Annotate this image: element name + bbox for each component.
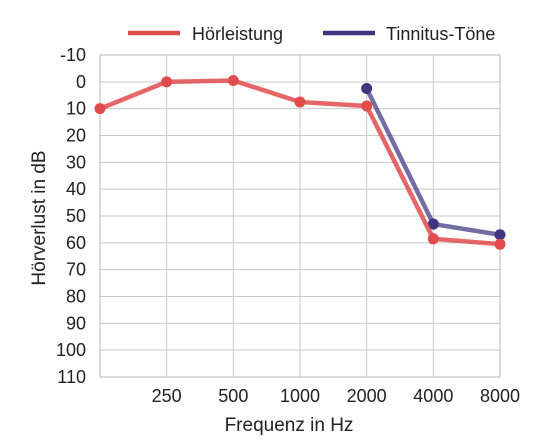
y-tick-label: 30: [66, 152, 86, 172]
x-tick-label: 250: [152, 386, 182, 406]
y-tick-label: 40: [66, 179, 86, 199]
x-tick-label: 1000: [280, 386, 320, 406]
x-tick-label: 4000: [413, 386, 453, 406]
series-layer: [94, 74, 506, 250]
data-point: [427, 233, 439, 245]
y-tick-label: 0: [76, 72, 86, 92]
y-axis-label: Hörverlust in dB: [29, 150, 50, 285]
x-axis-ticks: 250 500 1000 2000 4000 8000: [152, 386, 520, 406]
data-point: [227, 74, 239, 86]
x-tick-label: 2000: [347, 386, 387, 406]
series-1: [361, 83, 506, 241]
data-point: [294, 96, 306, 108]
plot-border: [99, 54, 501, 378]
y-tick-label: 80: [66, 287, 86, 307]
y-tick-label: 20: [66, 126, 86, 146]
data-point: [361, 100, 373, 112]
data-point: [361, 83, 373, 95]
y-tick-label: 100: [56, 340, 86, 360]
y-tick-label: 70: [66, 260, 86, 280]
legend-label: Tinnitus-Töne: [386, 24, 495, 44]
data-point: [494, 229, 506, 241]
series-0: [94, 74, 506, 250]
y-tick-label: 50: [66, 206, 86, 226]
grid: [99, 54, 501, 378]
y-tick-label: 110: [57, 367, 86, 387]
y-tick-label: 60: [66, 233, 86, 253]
y-axis-ticks: -10 0 10 20 30 40 50 60 70 80 90 100 110: [56, 45, 86, 387]
y-tick-label: 10: [66, 99, 86, 119]
data-point: [94, 103, 106, 115]
legend: Hörleistung Tinnitus-Töne: [128, 24, 495, 44]
y-tick-label: -10: [60, 45, 86, 65]
legend-label: Hörleistung: [192, 24, 283, 44]
data-point: [427, 218, 439, 230]
x-tick-label: 500: [218, 386, 248, 406]
y-tick-label: 90: [66, 313, 86, 333]
x-tick-label: 8000: [480, 386, 520, 406]
data-point: [494, 238, 506, 250]
data-point: [161, 76, 173, 88]
x-axis-label: Frequenz in Hz: [225, 415, 354, 436]
